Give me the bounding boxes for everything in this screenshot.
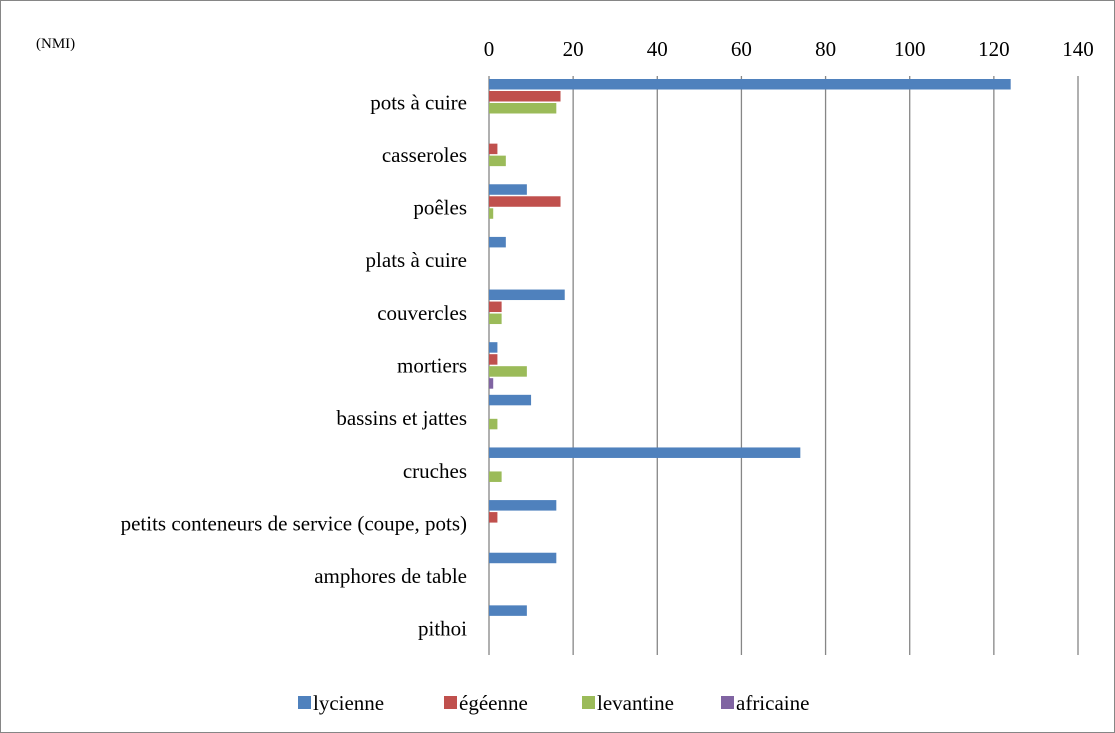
bar-égéenne — [489, 91, 561, 102]
unit-label: (NMI) — [36, 36, 75, 52]
bar-égéenne — [489, 196, 561, 207]
bar-lycienne — [489, 552, 557, 564]
category-label: mortiers — [397, 354, 467, 378]
x-tick-label: 120 — [978, 37, 1010, 61]
bar-égéenne — [489, 301, 502, 313]
x-tick-label: 60 — [731, 37, 752, 61]
legend-label: levantine — [597, 691, 674, 715]
x-axis-ticks: 0 20 40 60 80 100 120 140 — [484, 37, 1094, 61]
category-label: poêles — [413, 196, 467, 220]
category-label: amphores de table — [314, 564, 467, 588]
category-label: pots à cuire — [370, 90, 467, 114]
bar-lycienne — [489, 500, 557, 511]
legend-label: lycienne — [313, 691, 384, 715]
legend-label: égéenne — [459, 691, 528, 715]
bar-levantine — [489, 313, 502, 325]
bar-égéenne — [489, 512, 498, 523]
bar-égéenne — [489, 354, 498, 365]
legend-swatch — [298, 696, 311, 709]
legend: lycienne égéenne levantine africaine — [298, 691, 809, 715]
bar-lycienne — [489, 394, 532, 406]
bar-levantine — [489, 155, 506, 167]
bar-africaine — [489, 378, 494, 389]
bar-lycienne — [489, 447, 801, 458]
category-label: casseroles — [382, 143, 467, 167]
category-labels: pots à cuire casseroles poêles plats à cuir… — [121, 90, 468, 640]
bar-lycienne — [489, 289, 565, 301]
x-tick-label: 0 — [484, 37, 495, 61]
legend-swatch — [721, 696, 734, 709]
x-tick-label: 140 — [1062, 37, 1094, 61]
category-label: bassins et jattes — [336, 406, 467, 430]
bar-lycienne — [489, 342, 498, 353]
legend-label: africaine — [736, 691, 809, 715]
x-tick-label: 20 — [563, 37, 584, 61]
bar-lycienne — [489, 79, 1011, 90]
bar-lycienne — [489, 236, 506, 248]
bar-levantine — [489, 208, 494, 219]
category-label: cruches — [403, 459, 467, 483]
bar-levantine — [489, 471, 502, 482]
legend-swatch — [444, 696, 457, 709]
bar-levantine — [489, 103, 557, 114]
category-label: plats à cuire — [366, 248, 467, 272]
bar-levantine — [489, 366, 527, 377]
category-label: petits conteneurs de service (coupe, pot… — [121, 511, 467, 535]
x-tick-label: 100 — [894, 37, 926, 61]
legend-swatch — [582, 696, 595, 709]
category-label: pithoi — [418, 617, 467, 641]
bar-égéenne — [489, 143, 498, 155]
bar-lycienne — [489, 184, 527, 195]
bar-levantine — [489, 418, 498, 430]
x-tick-label: 40 — [647, 37, 668, 61]
grid-lines — [488, 76, 1079, 655]
bar-lycienne — [489, 605, 527, 616]
x-tick-label: 80 — [815, 37, 836, 61]
category-label: couvercles — [377, 301, 467, 325]
bars — [489, 79, 1011, 616]
